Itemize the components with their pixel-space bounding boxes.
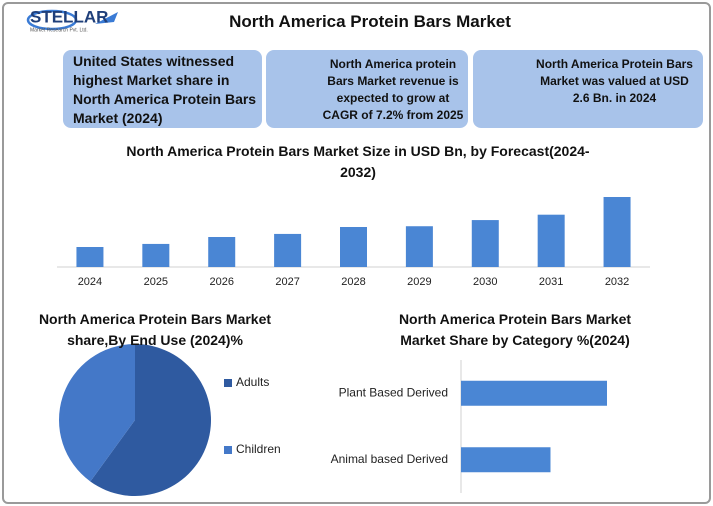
logo-swoosh (26, 9, 78, 31)
legend-swatch (224, 379, 232, 387)
legend-swatch (224, 446, 232, 454)
bar (461, 447, 551, 473)
legend-label: Children (236, 442, 281, 456)
logo-tagline: Market Research Pvt. Ltd. (30, 27, 88, 33)
card-text: North America protein Bars Market revenu… (322, 57, 464, 122)
bar (76, 247, 104, 267)
chart-title: North America Protein Bars Market Size i… (126, 143, 590, 180)
bar (208, 237, 236, 267)
card-text: North America Protein Bars Market was va… (536, 57, 693, 105)
logo-name: STELLAR (30, 7, 108, 26)
logo (26, 9, 118, 31)
pie-slice (58, 344, 136, 482)
bar (537, 214, 565, 267)
x-tick-label: 2030 (473, 276, 497, 288)
y-tick-label: Animal based Derived (331, 452, 448, 466)
x-tick-label: 2032 (605, 276, 629, 288)
bar (603, 197, 631, 267)
x-tick-label: 2026 (209, 276, 233, 288)
bar (274, 233, 302, 267)
bar (471, 220, 499, 267)
card-text: United States witnessed highest Market s… (73, 53, 257, 126)
page-title: North America Protein Bars Market (229, 12, 511, 31)
chart-title: North America Protein Bars Market share,… (38, 311, 272, 348)
x-tick-label: 2027 (275, 276, 299, 288)
x-tick-label: 2029 (407, 276, 431, 288)
chart-title: North America Protein Bars Market Market… (398, 311, 632, 348)
x-tick-label: 2025 (144, 276, 168, 288)
legend-label: Adults (236, 375, 269, 389)
logo-arrow (95, 12, 118, 24)
x-tick-label: 2031 (539, 276, 563, 288)
x-tick-label: 2028 (341, 276, 365, 288)
bar (340, 227, 367, 267)
bar (461, 380, 607, 406)
info-card (473, 50, 703, 128)
bar (142, 243, 170, 267)
y-tick-label: Plant Based Derived (339, 385, 448, 399)
pie-slice (90, 344, 211, 496)
bar (405, 226, 433, 267)
info-card (63, 50, 262, 128)
info-card (266, 50, 468, 128)
x-tick-label: 2024 (78, 276, 102, 288)
